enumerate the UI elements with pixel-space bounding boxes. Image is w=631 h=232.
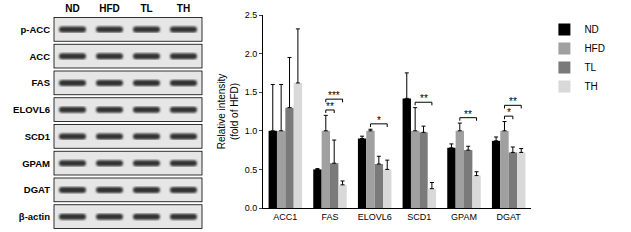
svg-text:**: ** [509, 96, 517, 107]
svg-text:0.0: 0.0 [245, 203, 258, 213]
svg-text:ACC: ACC [29, 51, 50, 62]
svg-text:GPAM: GPAM [451, 212, 477, 222]
svg-text:1.0: 1.0 [245, 126, 258, 136]
svg-text:1.5: 1.5 [245, 87, 258, 97]
svg-text:ELOVL6: ELOVL6 [358, 212, 392, 222]
svg-text:TL: TL [140, 3, 152, 14]
svg-text:TH: TH [584, 81, 597, 92]
svg-text:β-actin: β-actin [19, 211, 50, 222]
svg-text:SCD1: SCD1 [25, 131, 51, 142]
svg-text:ACC1: ACC1 [273, 212, 297, 222]
svg-text:2.0: 2.0 [245, 49, 258, 59]
svg-text:FAS: FAS [32, 77, 50, 88]
svg-text:ND: ND [584, 24, 598, 35]
svg-text:FAS: FAS [321, 212, 338, 222]
svg-text:DGAT: DGAT [496, 212, 521, 222]
svg-text:HFD: HFD [584, 43, 605, 54]
svg-text:ELOVL6: ELOVL6 [13, 104, 50, 115]
svg-text:SCD1: SCD1 [407, 212, 431, 222]
svg-text:GPAM: GPAM [22, 158, 50, 169]
svg-text:DGAT: DGAT [24, 184, 50, 195]
svg-text:Relative intensity(fold of HFD: Relative intensity(fold of HFD) [216, 74, 240, 150]
svg-text:**: ** [326, 101, 334, 112]
svg-text:p-ACC: p-ACC [20, 24, 50, 35]
svg-text:*: * [507, 107, 511, 118]
svg-text:HFD: HFD [99, 3, 120, 14]
svg-text:***: *** [328, 90, 340, 101]
svg-text:TH: TH [177, 3, 190, 14]
svg-text:TL: TL [584, 62, 596, 73]
svg-text:2.5: 2.5 [245, 10, 258, 20]
svg-text:ND: ND [65, 3, 79, 14]
svg-text:0.5: 0.5 [245, 165, 258, 175]
svg-text:**: ** [464, 109, 472, 120]
svg-text:**: ** [420, 93, 428, 104]
svg-text:*: * [377, 115, 381, 126]
